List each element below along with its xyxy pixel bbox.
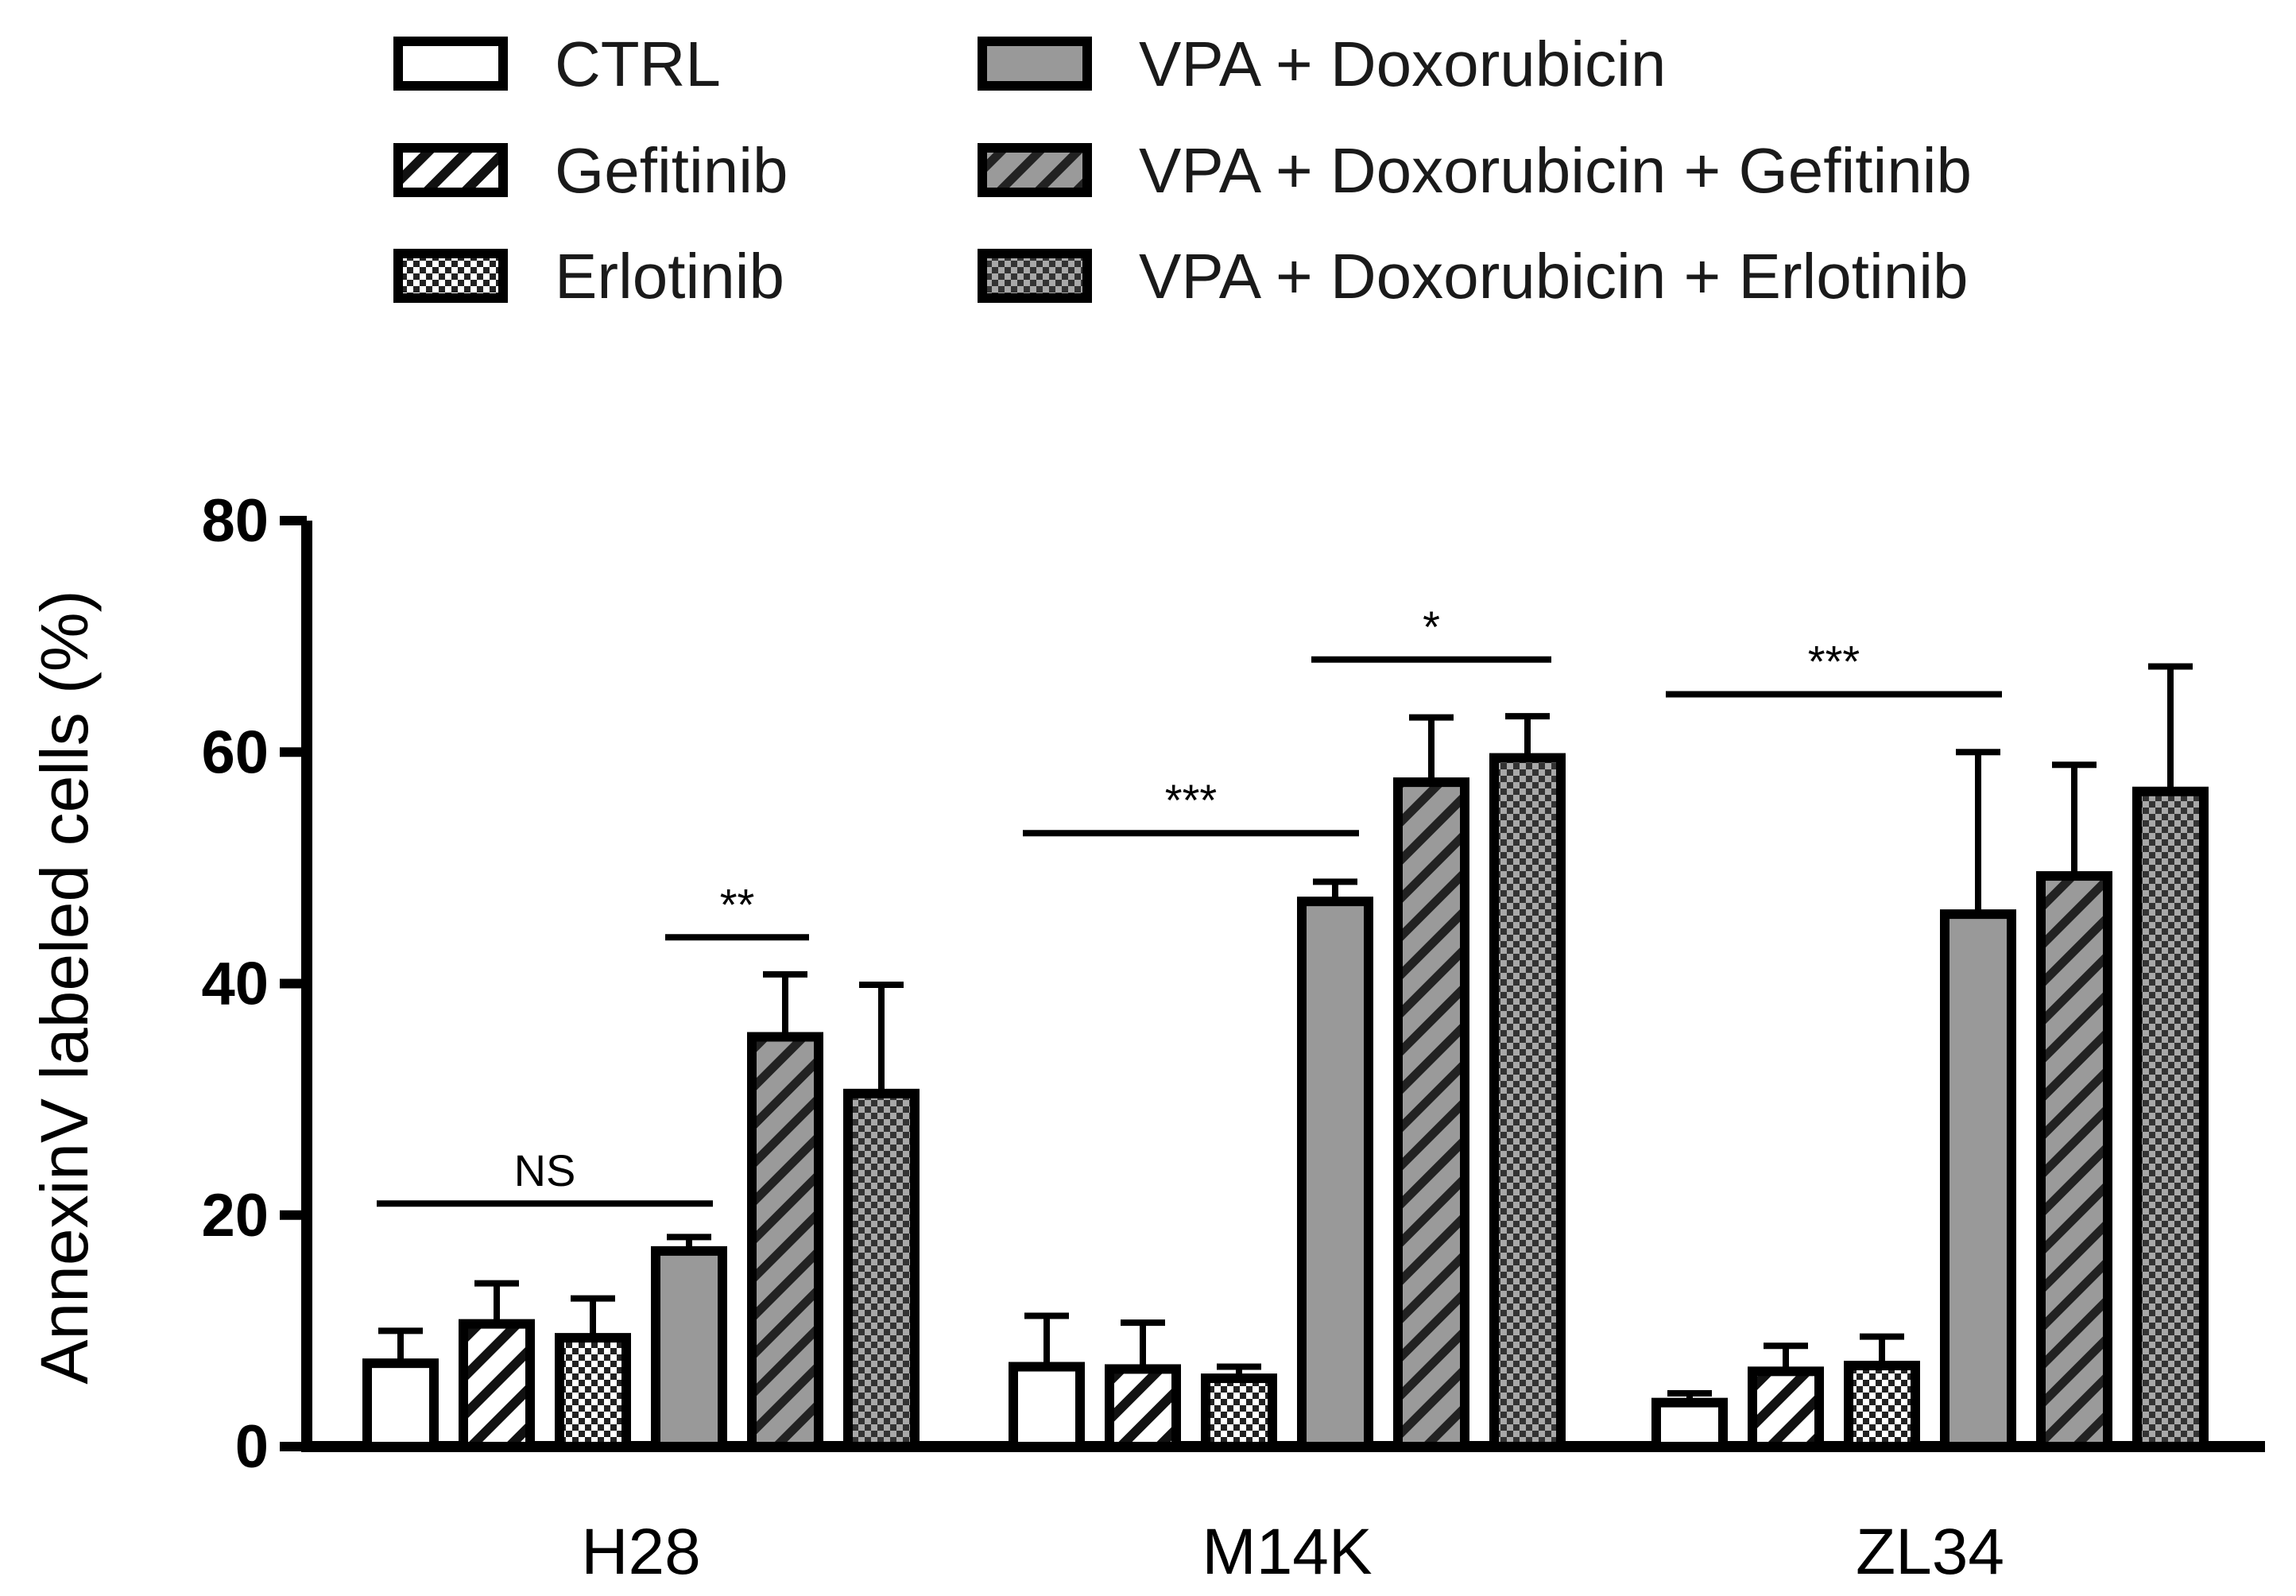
- bar: [2036, 871, 2112, 1451]
- legend-label: VPA + Doxorubicin + Erlotinib: [1139, 241, 1969, 312]
- legend-label: VPA + Doxorubicin + Gefitinib: [1139, 135, 1972, 206]
- legend-swatch: [393, 143, 508, 197]
- legend-label: Gefitinib: [555, 135, 788, 206]
- x-category-label: ZL34: [1856, 1516, 2004, 1588]
- y-tick-label: 40: [201, 951, 269, 1018]
- bar: [1009, 1362, 1085, 1452]
- x-category-label: M14K: [1202, 1516, 1372, 1588]
- bar: [1393, 777, 1469, 1451]
- legend-swatch: [978, 249, 1092, 303]
- legend-label: VPA + Doxorubicin: [1139, 29, 1666, 99]
- bar: [1105, 1364, 1181, 1452]
- legend-swatch: [393, 37, 508, 91]
- legend-label: CTRL: [555, 29, 721, 99]
- bar: [459, 1319, 535, 1451]
- legend-label: Erlotinib: [555, 241, 784, 312]
- significance-label: *: [1423, 602, 1440, 652]
- significance-annotations: NS*********: [377, 602, 2002, 1207]
- bar: [1748, 1366, 1824, 1451]
- significance-label: ***: [1165, 775, 1217, 825]
- bar: [1651, 1397, 1728, 1451]
- significance-label: **: [720, 879, 755, 929]
- y-tick-label: 20: [201, 1182, 269, 1249]
- bar: [1297, 897, 1373, 1451]
- bar: [651, 1245, 727, 1452]
- legend-swatch: [393, 249, 508, 303]
- y-tick-label: 80: [201, 487, 269, 555]
- bar: [1489, 753, 1566, 1451]
- bar: [1844, 1361, 1920, 1451]
- bar: [843, 1088, 920, 1451]
- y-tick-label: 0: [235, 1413, 269, 1481]
- bars: [362, 663, 2209, 1452]
- bar: [1201, 1373, 1277, 1452]
- bar: [1940, 909, 2016, 1451]
- bar: [362, 1358, 439, 1452]
- legend-swatch: [978, 37, 1092, 91]
- bar: [747, 1032, 823, 1452]
- bar: [2132, 786, 2209, 1451]
- significance-label: NS: [514, 1145, 576, 1195]
- legend: CTRL Gefitinib Erlotinib VPA + Doxorubicin V…: [393, 29, 1972, 312]
- y-tick-label: 60: [201, 719, 269, 786]
- x-category-label: H28: [581, 1516, 700, 1588]
- legend-swatch: [978, 143, 1092, 197]
- y-axis-label: AnnexinV labeled cells (%): [27, 590, 102, 1384]
- significance-label: ***: [1808, 636, 1860, 686]
- bar: [555, 1333, 631, 1452]
